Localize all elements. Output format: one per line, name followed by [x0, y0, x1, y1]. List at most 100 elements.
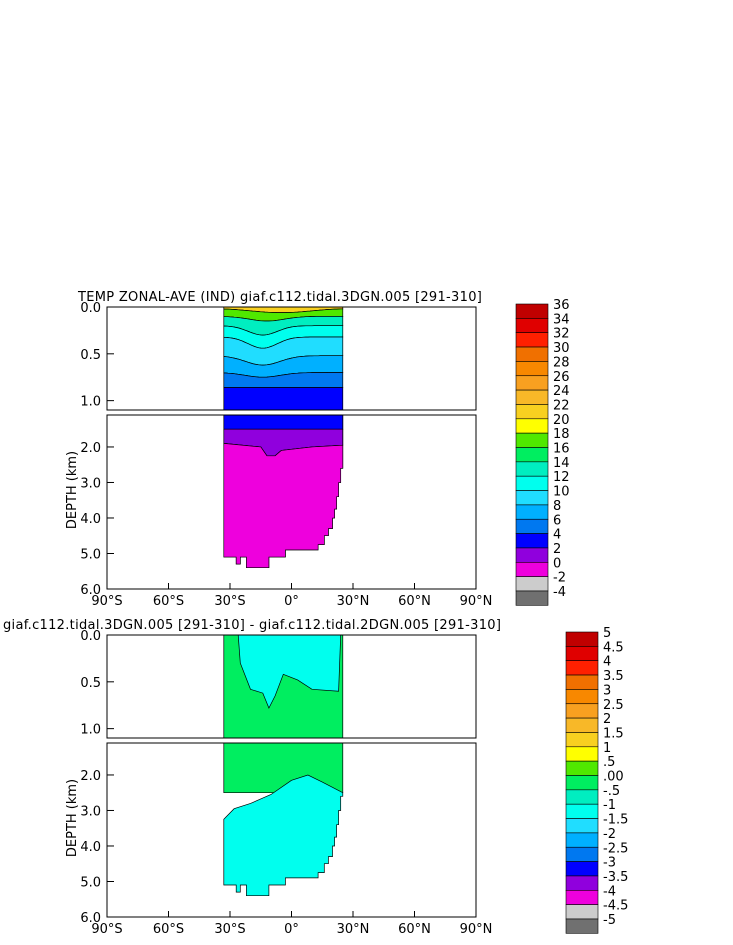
x-tick-label: 0°	[284, 594, 299, 609]
colorbar-swatch	[565, 631, 599, 647]
colorbar-swatch	[515, 404, 549, 420]
colorbar-label: 18	[553, 427, 570, 442]
colorbar-swatch	[565, 789, 599, 805]
y-tick-label: 6.0	[80, 583, 101, 598]
x-tick-label: 90°S	[91, 594, 122, 609]
colorbar-label: 6	[553, 513, 561, 528]
y-tick-label: 0.0	[80, 301, 101, 316]
y-axis-label: DEPTH (km)	[65, 779, 80, 857]
chart-title: TEMP ZONAL-AVE (IND) giaf.c112.tidal.3DG…	[77, 290, 482, 305]
x-tick-label: 90°N	[460, 922, 493, 937]
x-tick-label: 60°S	[153, 922, 184, 937]
colorbar-swatch	[565, 875, 599, 891]
colorbar-label: 0	[553, 556, 561, 571]
colorbar-label: 16	[553, 442, 570, 457]
colorbar-swatch	[515, 447, 549, 463]
colorbar-label: 20	[553, 413, 570, 428]
colorbar-swatch	[565, 832, 599, 848]
contour-band	[223, 387, 344, 411]
colorbar-swatch	[515, 432, 549, 448]
colorbar-label: 2.5	[603, 698, 624, 713]
colorbar-swatch	[565, 760, 599, 776]
y-tick-label: 5.0	[80, 875, 101, 890]
y-tick-label: 1.0	[80, 723, 101, 738]
colorbar-label: 1	[603, 741, 611, 756]
colorbar-label: -3.5	[603, 870, 628, 885]
y-tick-label: 4.0	[80, 512, 101, 527]
colorbar-label: 34	[553, 312, 570, 327]
colorbar-swatch	[515, 518, 549, 534]
colorbar-label: 30	[553, 341, 570, 356]
axes: 0.0 0.5 1.0 2.0 3.0 4.0 5.0 6.090°S 60°S 30°S 0° 30…	[65, 629, 492, 937]
colorbar-label: 1.5	[603, 726, 624, 741]
x-tick-label: 60°N	[398, 922, 431, 937]
colorbar-label: -.5	[603, 784, 620, 799]
y-tick-label: 5.0	[80, 547, 101, 562]
contour-band	[223, 443, 344, 569]
x-tick-label: 0°	[284, 922, 299, 937]
colorbar-swatch	[565, 889, 599, 905]
colorbar-swatch	[565, 674, 599, 690]
colorbar-label: -4	[603, 884, 616, 899]
colorbar-swatch	[565, 803, 599, 819]
colorbar-label: 22	[553, 398, 570, 413]
colorbar-label: .5	[603, 755, 615, 770]
colorbar-label: 4.5	[603, 640, 624, 655]
colorbar-swatch	[515, 576, 549, 592]
colorbar-label: -4	[553, 585, 566, 600]
colorbar-swatch	[515, 461, 549, 477]
y-tick-label: 3.0	[80, 804, 101, 819]
colorbar-swatch	[515, 346, 549, 362]
colorbar-swatch	[515, 533, 549, 549]
x-tick-label: 60°S	[153, 594, 184, 609]
colorbar-label: -3	[603, 856, 616, 871]
y-tick-label: 1.0	[80, 395, 101, 410]
y-tick-label: 0.0	[80, 629, 101, 644]
colorbar-swatch	[515, 375, 549, 391]
colorbar-swatch	[565, 846, 599, 862]
chart-temperature: TEMP ZONAL-AVE (IND) giaf.c112.tidal.3DG…	[65, 290, 570, 609]
colorbar-swatch	[515, 389, 549, 405]
y-tick-label: 3.0	[80, 476, 101, 491]
contour-band	[237, 634, 342, 709]
chart-difference: giaf.c112.tidal.3DGN.005 [291-310] - gia…	[3, 618, 628, 937]
colorbar-label: 4	[553, 528, 561, 543]
y-tick-label: 4.0	[80, 840, 101, 855]
colorbar-swatch	[565, 775, 599, 791]
colorbar-label: 32	[553, 327, 570, 342]
colorbar-label: -2.5	[603, 841, 628, 856]
colorbar-swatch	[515, 418, 549, 434]
colorbar-label: 8	[553, 499, 561, 514]
colorbar-swatch	[515, 561, 549, 577]
colorbar-swatch	[515, 332, 549, 348]
colorbar-label: 12	[553, 470, 570, 485]
colorbar-label: 2	[603, 712, 611, 727]
colorbar-swatch	[565, 717, 599, 733]
y-axis-label: DEPTH (km)	[65, 451, 80, 529]
colorbar-swatch	[565, 646, 599, 661]
colorbar-swatch	[565, 918, 599, 934]
colorbar-swatch	[565, 861, 599, 877]
colorbar-label: 28	[553, 355, 570, 370]
colorbar-label: -5	[603, 913, 616, 928]
colorbar-label: 3	[603, 683, 611, 698]
colorbar-label: 2	[553, 542, 561, 557]
colorbar-label: -1	[603, 798, 616, 813]
colorbar-swatch	[565, 746, 599, 762]
upper-panel-frame	[106, 634, 477, 739]
x-tick-label: 90°S	[91, 922, 122, 937]
colorbar-swatch	[515, 303, 549, 319]
colorbar-swatch	[565, 703, 599, 719]
colorbar-label: -1.5	[603, 813, 628, 828]
colorbar-swatch	[565, 732, 599, 748]
colorbar-label: 36	[553, 298, 570, 313]
colorbar-swatch	[515, 590, 549, 606]
x-tick-label: 90°N	[460, 594, 493, 609]
x-tick-label: 30°S	[214, 922, 245, 937]
colorbar-swatch	[515, 475, 549, 491]
colorbar-label: -4.5	[603, 899, 628, 914]
x-tick-label: 30°N	[337, 594, 370, 609]
y-tick-label: 0.5	[80, 676, 101, 691]
